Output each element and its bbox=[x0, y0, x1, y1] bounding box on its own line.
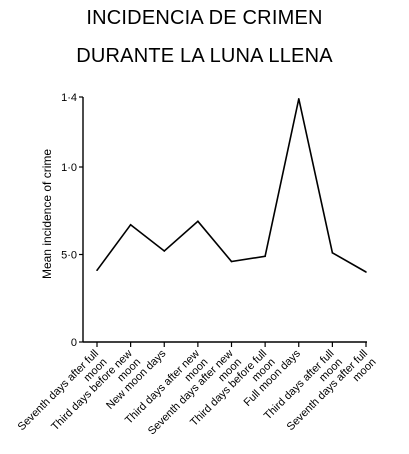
data-point bbox=[197, 220, 199, 223]
chart-title-line-2: DURANTE LA LUNA LLENA bbox=[76, 45, 333, 67]
data-point bbox=[96, 269, 98, 272]
data-point bbox=[331, 251, 334, 254]
data-series bbox=[96, 97, 367, 273]
data-point bbox=[264, 255, 266, 258]
data-point bbox=[129, 223, 132, 226]
series-line bbox=[96, 98, 367, 273]
y-tick-label: 0 bbox=[71, 337, 77, 349]
data-point bbox=[297, 97, 300, 100]
chart-title: INCIDENCIA DE CRIMEN DURANTE LA LUNA LLE… bbox=[0, 8, 409, 66]
y-axis-label: Mean incidence of crime bbox=[40, 149, 54, 279]
y-tick-label: 5·0 bbox=[61, 250, 77, 262]
data-point bbox=[163, 250, 166, 252]
x-tick-label: New moon days bbox=[104, 347, 169, 412]
data-point bbox=[230, 260, 233, 263]
data-point bbox=[365, 271, 367, 273]
y-tick-label: 1·0 bbox=[61, 162, 77, 174]
chart-title-line-1: INCIDENCIA DE CRIMEN bbox=[86, 7, 323, 29]
y-tick-label: 1·4 bbox=[61, 92, 77, 104]
y-axis-ticks: 0 5·0 1·0 1·4 bbox=[61, 92, 83, 349]
